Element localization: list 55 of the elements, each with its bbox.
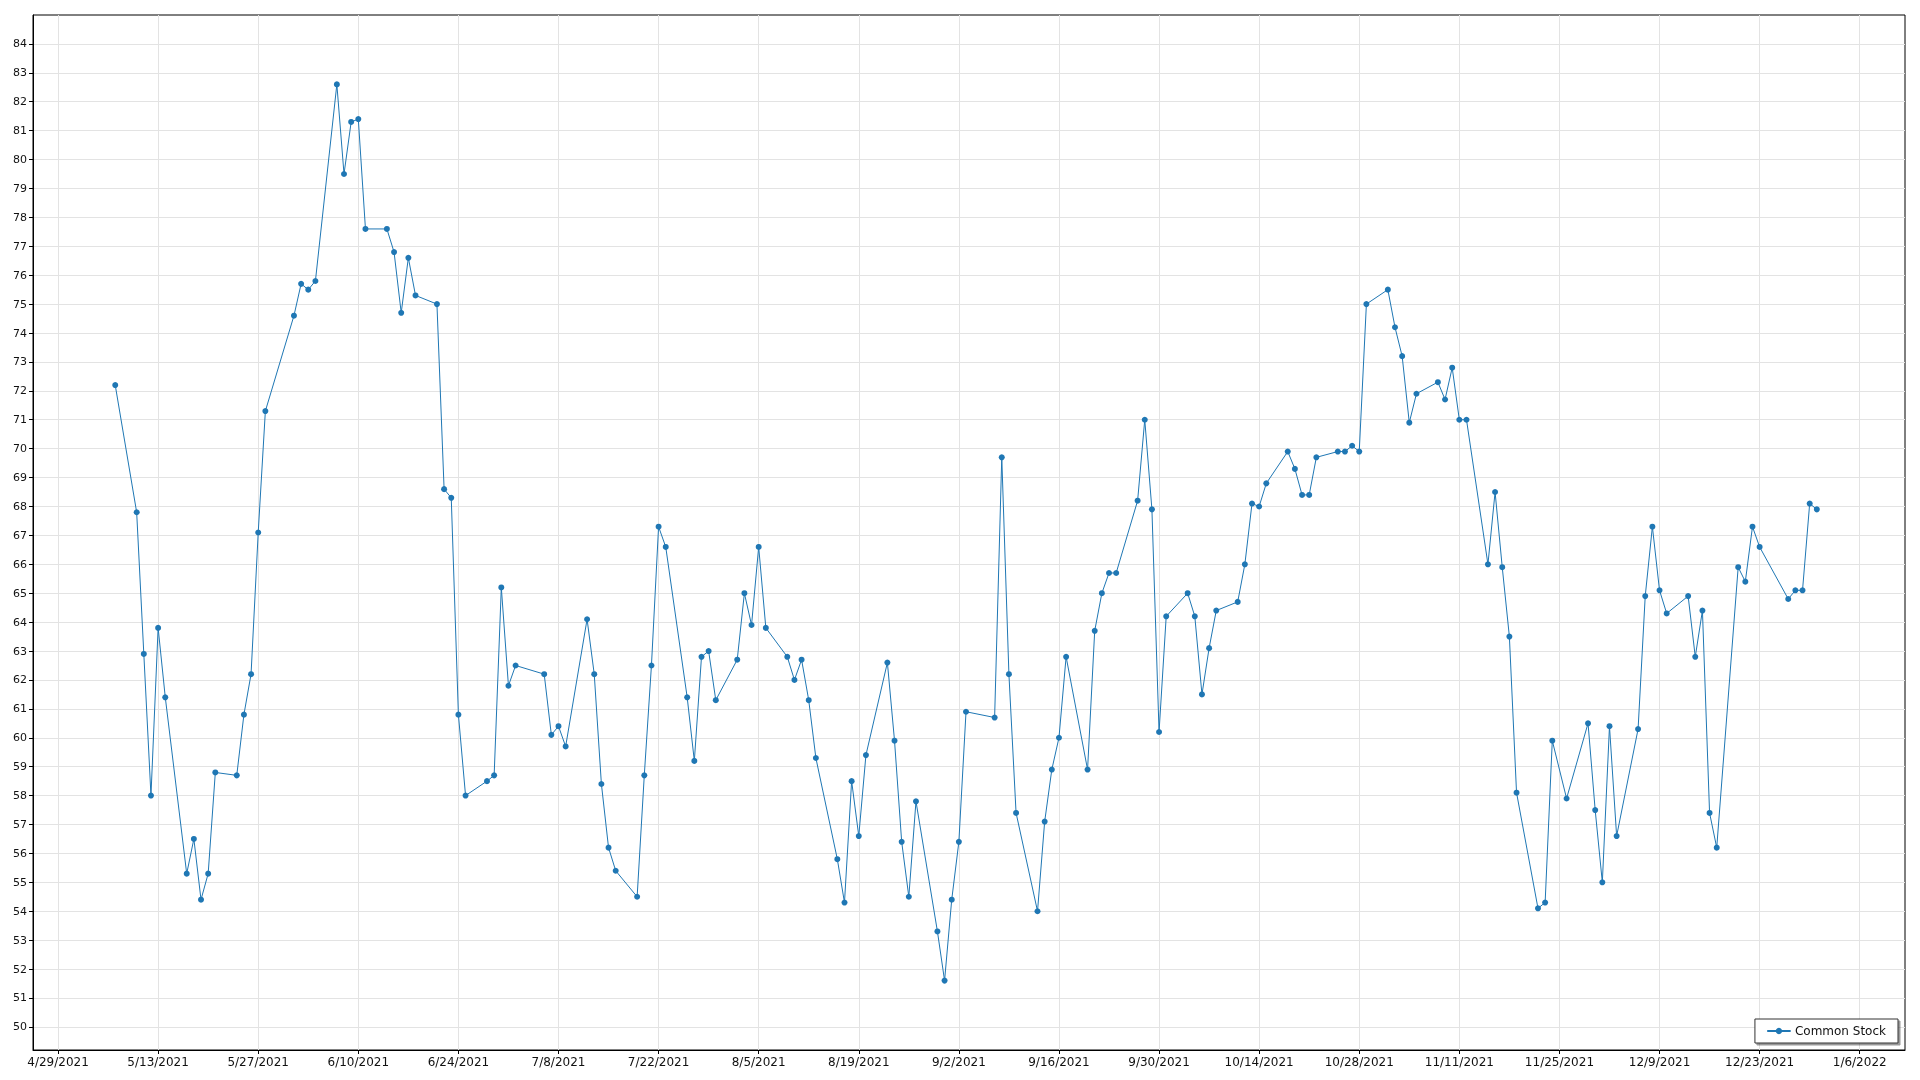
x-tick-label: 8/19/2021 bbox=[828, 1055, 890, 1069]
x-tick-label: 9/16/2021 bbox=[1028, 1055, 1090, 1069]
x-tick-label: 4/29/2021 bbox=[27, 1055, 89, 1069]
x-tick-label: 11/11/2021 bbox=[1424, 1055, 1494, 1069]
y-tick-label: 80 bbox=[13, 153, 27, 167]
y-tick-label: 74 bbox=[13, 326, 27, 340]
x-tick-label: 6/24/2021 bbox=[427, 1055, 490, 1069]
y-tick-label: 76 bbox=[13, 268, 27, 282]
x-tick-label: 5/13/2021 bbox=[127, 1055, 189, 1069]
y-tick-label: 73 bbox=[13, 355, 27, 369]
y-tick-label: 62 bbox=[13, 673, 27, 687]
x-tick-label: 5/27/2021 bbox=[227, 1055, 289, 1069]
y-tick-label: 68 bbox=[13, 499, 27, 513]
y-tick-label: 65 bbox=[13, 586, 27, 600]
y-tick-label: 71 bbox=[13, 413, 27, 427]
x-tick-label: 10/14/2021 bbox=[1224, 1055, 1294, 1069]
y-tick-label: 81 bbox=[13, 124, 27, 138]
y-tick-label: 50 bbox=[13, 1020, 27, 1034]
y-tick-label: 57 bbox=[13, 818, 27, 831]
x-tick-label: 8/5/2021 bbox=[731, 1055, 786, 1069]
legend-label: Common Stock bbox=[1794, 1024, 1887, 1038]
y-tick-label: 54 bbox=[13, 904, 27, 918]
y-tick-label: 64 bbox=[13, 615, 27, 629]
y-tick-label: 55 bbox=[13, 875, 27, 889]
y-tick-label: 75 bbox=[13, 297, 27, 311]
y-tick-label: 52 bbox=[13, 962, 27, 976]
y-tick-label: 53 bbox=[13, 933, 27, 947]
y-tick-label: 51 bbox=[13, 991, 27, 1005]
y-tick-label: 82 bbox=[13, 95, 27, 109]
y-tick-label: 56 bbox=[13, 846, 27, 860]
y-tick-label: 79 bbox=[13, 181, 27, 195]
y-tick-label: 60 bbox=[13, 731, 27, 745]
x-tick-label: 6/10/2021 bbox=[327, 1055, 390, 1069]
x-tick-label: 10/28/2021 bbox=[1324, 1055, 1394, 1069]
y-tick-label: 83 bbox=[13, 66, 27, 80]
x-tick-label: 12/9/2021 bbox=[1628, 1055, 1691, 1069]
y-tick-label: 69 bbox=[13, 471, 27, 485]
x-tick-label: 9/30/2021 bbox=[1128, 1055, 1190, 1069]
y-tick-label: 59 bbox=[13, 760, 27, 774]
x-tick-label: 1/6/2022 bbox=[1832, 1055, 1887, 1069]
y-tick-label: 77 bbox=[13, 239, 27, 253]
x-tick-label: 9/2/2021 bbox=[931, 1055, 986, 1069]
x-tick-label: 12/23/2021 bbox=[1725, 1055, 1795, 1069]
x-tick-label: 11/25/2021 bbox=[1524, 1055, 1595, 1069]
y-tick-label: 63 bbox=[13, 644, 27, 658]
x-tick-label: 7/22/2021 bbox=[627, 1055, 690, 1069]
y-tick-label: 78 bbox=[13, 210, 27, 224]
y-tick-label: 66 bbox=[13, 557, 27, 571]
y-tick-label: 67 bbox=[13, 528, 27, 542]
y-tick-label: 84 bbox=[13, 37, 27, 51]
y-tick-label: 70 bbox=[13, 442, 27, 456]
y-tick-label: 72 bbox=[13, 384, 27, 398]
y-tick-label: 61 bbox=[13, 702, 27, 716]
y-tick-label: 58 bbox=[13, 789, 27, 803]
x-tick-label: 7/8/2021 bbox=[531, 1055, 586, 1069]
